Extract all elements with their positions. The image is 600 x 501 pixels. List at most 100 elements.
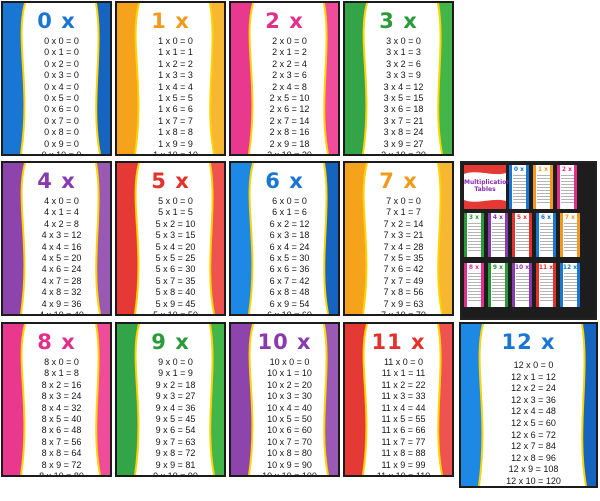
table-row: 0 x 4 = 0: [44, 81, 79, 92]
table-row: 11 x 6 = 66: [381, 425, 426, 436]
mini-lines: [516, 273, 529, 303]
poster-header: Multiplication Tables: [464, 165, 511, 209]
table-row: 10 x 8 = 80: [267, 448, 312, 459]
table-row: 5 x 3 = 15: [155, 230, 196, 241]
left-wave-band: [231, 3, 253, 154]
mini-left-edge: [509, 165, 512, 209]
table-row: 10 x 7 = 70: [267, 436, 312, 447]
right-wave-trim: [95, 163, 101, 314]
card-11x: 11 x 11 x 0 = 0 11 x 1 = 11 11 x 2 = 22 11 …: [343, 322, 454, 477]
table-row: 8 x 7 = 56: [41, 436, 82, 447]
card-title: 8 x: [37, 330, 76, 354]
table-row: 3 x 2 = 6: [386, 58, 421, 69]
table-row: 12 x 6 = 72: [511, 429, 556, 440]
mini-right-edge: [574, 165, 577, 209]
table-row: 4 x 0 = 0: [44, 196, 79, 206]
table-row: 9 x 5 = 45: [155, 414, 196, 425]
table-row: 7 x 4 = 28: [383, 241, 424, 252]
poster-mini-card: 5 x: [512, 213, 532, 257]
table-row: 0 x 10 = 0: [41, 150, 82, 156]
left-wave-trim: [362, 163, 368, 314]
poster-mini-card: 2 x: [557, 165, 577, 209]
table-row: 1 x 3 = 3: [158, 70, 193, 81]
mini-right-edge: [481, 263, 484, 307]
card-rows: 11 x 0 = 0 11 x 1 = 11 11 x 2 = 22 11 x 3 =…: [373, 357, 434, 475]
table-row: 1 x 10 = 10: [153, 150, 198, 156]
table-row: 3 x 0 = 0: [386, 36, 421, 46]
table-row: 2 x 2 = 4: [272, 58, 307, 69]
table-row: 5 x 0 = 0: [158, 196, 193, 206]
mini-left-edge: [512, 263, 515, 307]
mini-right-edge: [505, 213, 508, 257]
mini-left-edge: [536, 263, 539, 307]
table-row: 2 x 3 = 6: [272, 70, 307, 81]
table-row: 6 x 4 = 24: [269, 241, 310, 252]
table-row: 12 x 1 = 12: [511, 371, 556, 382]
card-rows: 10 x 0 = 0 10 x 1 = 10 10 x 2 = 20 10 x 3 =…: [259, 357, 320, 475]
right-wave-trim: [209, 324, 215, 475]
table-row: 10 x 9 = 90: [267, 459, 312, 470]
table-row: 2 x 10 = 20: [267, 150, 312, 156]
mini-lines: [492, 273, 505, 303]
table-row: 4 x 2 = 8: [44, 218, 79, 229]
table-row: 3 x 6 = 18: [383, 104, 424, 115]
mini-left-edge: [557, 165, 560, 209]
table-row: 10 x 0 = 0: [269, 357, 310, 367]
table-row: 11 x 1 = 11: [381, 368, 426, 379]
table-row: 0 x 1 = 0: [44, 47, 79, 58]
table-row: 1 x 4 = 4: [158, 81, 193, 92]
table-row: 9 x 7 = 63: [155, 436, 196, 447]
table-row: 1 x 9 = 9: [158, 138, 193, 149]
table-row: 9 x 1 = 9: [158, 368, 193, 379]
mini-right-edge: [577, 263, 580, 307]
left-wave-band: [345, 163, 367, 314]
mini-left-edge: [488, 263, 491, 307]
poster-mini-card: 1 x: [533, 165, 553, 209]
table-row: 5 x 2 = 10: [155, 218, 196, 229]
mini-left-edge: [512, 213, 515, 257]
table-row: 10 x 1 = 10: [267, 368, 312, 379]
table-row: 4 x 3 = 12: [41, 230, 82, 241]
left-wave-trim: [362, 3, 368, 154]
left-wave-trim: [478, 324, 484, 486]
card-rows: 12 x 0 = 0 12 x 1 = 12 12 x 2 = 24 12 x 3 =…: [489, 360, 578, 486]
table-row: 9 x 4 = 36: [155, 402, 196, 413]
card-wave-background: [3, 163, 110, 314]
table-row: 1 x 5 = 5: [158, 93, 193, 104]
table-row: 3 x 8 = 24: [383, 127, 424, 138]
card-title: 5 x: [151, 169, 190, 193]
mini-lines: [564, 223, 577, 253]
table-row: 11 x 9 = 99: [381, 459, 426, 470]
table-row: 4 x 10 = 40: [39, 310, 84, 316]
right-wave-trim: [323, 3, 329, 154]
table-row: 6 x 6 = 36: [269, 264, 310, 275]
table-row: 5 x 4 = 20: [155, 241, 196, 252]
mini-lines: [561, 175, 574, 205]
table-row: 7 x 10 = 70: [381, 310, 426, 316]
table-row: 3 x 1 = 3: [386, 47, 421, 58]
table-row: 11 x 8 = 88: [381, 448, 426, 459]
mini-right-edge: [553, 263, 556, 307]
mini-title: 8 x: [468, 264, 480, 271]
table-row: 9 x 3 = 27: [155, 391, 196, 402]
table-row: 8 x 5 = 40: [41, 414, 82, 425]
table-row: 10 x 6 = 60: [267, 425, 312, 436]
table-row: 2 x 9 = 18: [269, 138, 310, 149]
table-row: 12 x 8 = 96: [511, 452, 556, 463]
mini-right-edge: [553, 213, 556, 257]
table-row: 12 x 3 = 36: [511, 394, 556, 405]
card-title: 12 x: [501, 330, 556, 354]
table-row: 7 x 2 = 14: [383, 218, 424, 229]
mini-title: 1 x: [537, 166, 549, 173]
table-row: 3 x 4 = 12: [383, 81, 424, 92]
poster-mini-card: 9 x: [488, 263, 508, 307]
table-row: 2 x 5 = 10: [269, 93, 310, 104]
